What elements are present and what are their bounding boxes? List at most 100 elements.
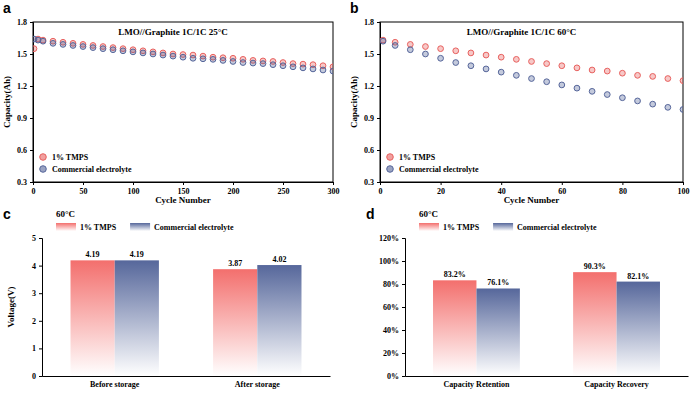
tick-label: 100 <box>128 187 140 196</box>
x-axis-title: Cycle Number <box>504 195 560 205</box>
tick-label: After storage <box>235 380 280 389</box>
x-axis: Capacity Retention Capacity Recovery <box>406 376 689 389</box>
data-label: 90.3% <box>584 262 606 271</box>
tick-mark <box>39 293 42 294</box>
tick-mark <box>30 150 33 151</box>
tick: 20 <box>437 182 445 196</box>
point <box>650 101 656 107</box>
tick: Capacity Retention <box>443 376 510 389</box>
tick-label: 80 <box>619 187 627 196</box>
tick: After storage <box>235 376 280 389</box>
point <box>665 104 671 110</box>
tick: 300 <box>328 182 340 196</box>
tick-mark <box>501 182 502 185</box>
axis-line <box>34 183 334 186</box>
point <box>423 51 429 57</box>
data-label: 76.1% <box>487 278 509 287</box>
point <box>320 67 326 73</box>
point <box>635 98 641 104</box>
tick-mark <box>402 353 405 354</box>
legend-label: 1% TMPS <box>80 223 117 232</box>
panel: bCapacity(Ah)Cycle Number0204060801000.3… <box>349 0 690 205</box>
tick-label: 250 <box>278 187 290 196</box>
tick-mark <box>622 182 623 185</box>
tick-label: 1.5 <box>17 50 27 59</box>
tick-label: 0 <box>379 187 383 196</box>
data-label: 83.2% <box>444 270 466 279</box>
point <box>380 38 386 44</box>
tick-mark <box>402 307 405 308</box>
tick-label: Capacity Retention <box>443 380 510 389</box>
tick-mark <box>39 376 42 377</box>
bar <box>433 280 476 376</box>
legend-label: Commercial electrolyte <box>52 165 132 174</box>
bar <box>71 260 115 376</box>
point <box>90 45 96 51</box>
x-axis: Before storageAfter storage <box>43 376 331 389</box>
tick-mark <box>30 22 33 23</box>
point <box>604 92 610 98</box>
tick: 100 <box>128 182 140 196</box>
tick: 5 <box>32 234 42 243</box>
tick-mark <box>402 284 405 285</box>
data-label: 4.19 <box>130 250 144 259</box>
tick: 120% <box>379 234 405 243</box>
axis-line <box>30 23 34 183</box>
tick-label: 60% <box>383 303 399 312</box>
bar <box>617 282 660 376</box>
data-label: 4.19 <box>86 250 100 259</box>
axis-line <box>39 239 43 377</box>
tick-mark <box>402 330 405 331</box>
plot-frame <box>380 22 683 182</box>
panel: d83.2%90.3%76.1%82.1%Capacity RetentionC… <box>366 206 689 389</box>
tick-label: 100% <box>379 257 399 266</box>
tick: 150 <box>178 182 190 196</box>
tick: 60% <box>383 303 405 312</box>
point <box>270 62 276 68</box>
tick-label: 200 <box>228 187 240 196</box>
tick-label: 1.2 <box>17 82 27 91</box>
point <box>310 66 316 72</box>
point <box>230 59 236 65</box>
plot-frame <box>33 22 333 182</box>
tick: 1.2 <box>17 82 33 91</box>
y-axis: 0.30.60.91.21.51.8 <box>364 18 381 187</box>
tick-label: 80% <box>383 280 399 289</box>
bar <box>115 260 159 376</box>
panel-label: c <box>3 206 11 222</box>
axis-line <box>406 376 689 377</box>
axis-line <box>381 183 684 186</box>
tick-label: 50 <box>80 187 88 196</box>
point <box>483 66 489 72</box>
series <box>71 260 258 376</box>
tick-label: 0.6 <box>17 146 27 155</box>
tick: 100% <box>379 257 405 266</box>
panel-label: b <box>350 0 359 16</box>
tick-label: 4 <box>32 262 36 271</box>
plot-area <box>380 37 683 112</box>
legend-label: Commercial electrolyte <box>517 223 597 232</box>
point <box>544 61 550 67</box>
tick-mark <box>183 182 184 185</box>
tick-mark <box>562 182 563 185</box>
point <box>498 54 504 60</box>
tick-label: 1.8 <box>364 18 374 27</box>
legend-swatch <box>130 223 150 231</box>
point <box>300 65 306 71</box>
tick-label: 20% <box>383 349 399 358</box>
series <box>33 36 333 69</box>
point <box>438 46 444 52</box>
tick-mark <box>377 54 380 55</box>
y-axis-title: Voltage(V) <box>6 286 16 327</box>
legend-swatch <box>56 223 76 231</box>
tick-label: 0 <box>32 372 36 381</box>
legend: 1% TMPSCommercial electrolyte <box>419 223 597 232</box>
tick-mark <box>39 266 42 267</box>
tick-label: 0.9 <box>364 114 374 123</box>
bar <box>257 265 301 376</box>
point <box>620 95 626 101</box>
tick: 100 <box>678 182 690 196</box>
tick-label: 0% <box>387 372 399 381</box>
data-label: 3.87 <box>228 259 242 268</box>
tick: Capacity Recovery <box>584 376 649 389</box>
